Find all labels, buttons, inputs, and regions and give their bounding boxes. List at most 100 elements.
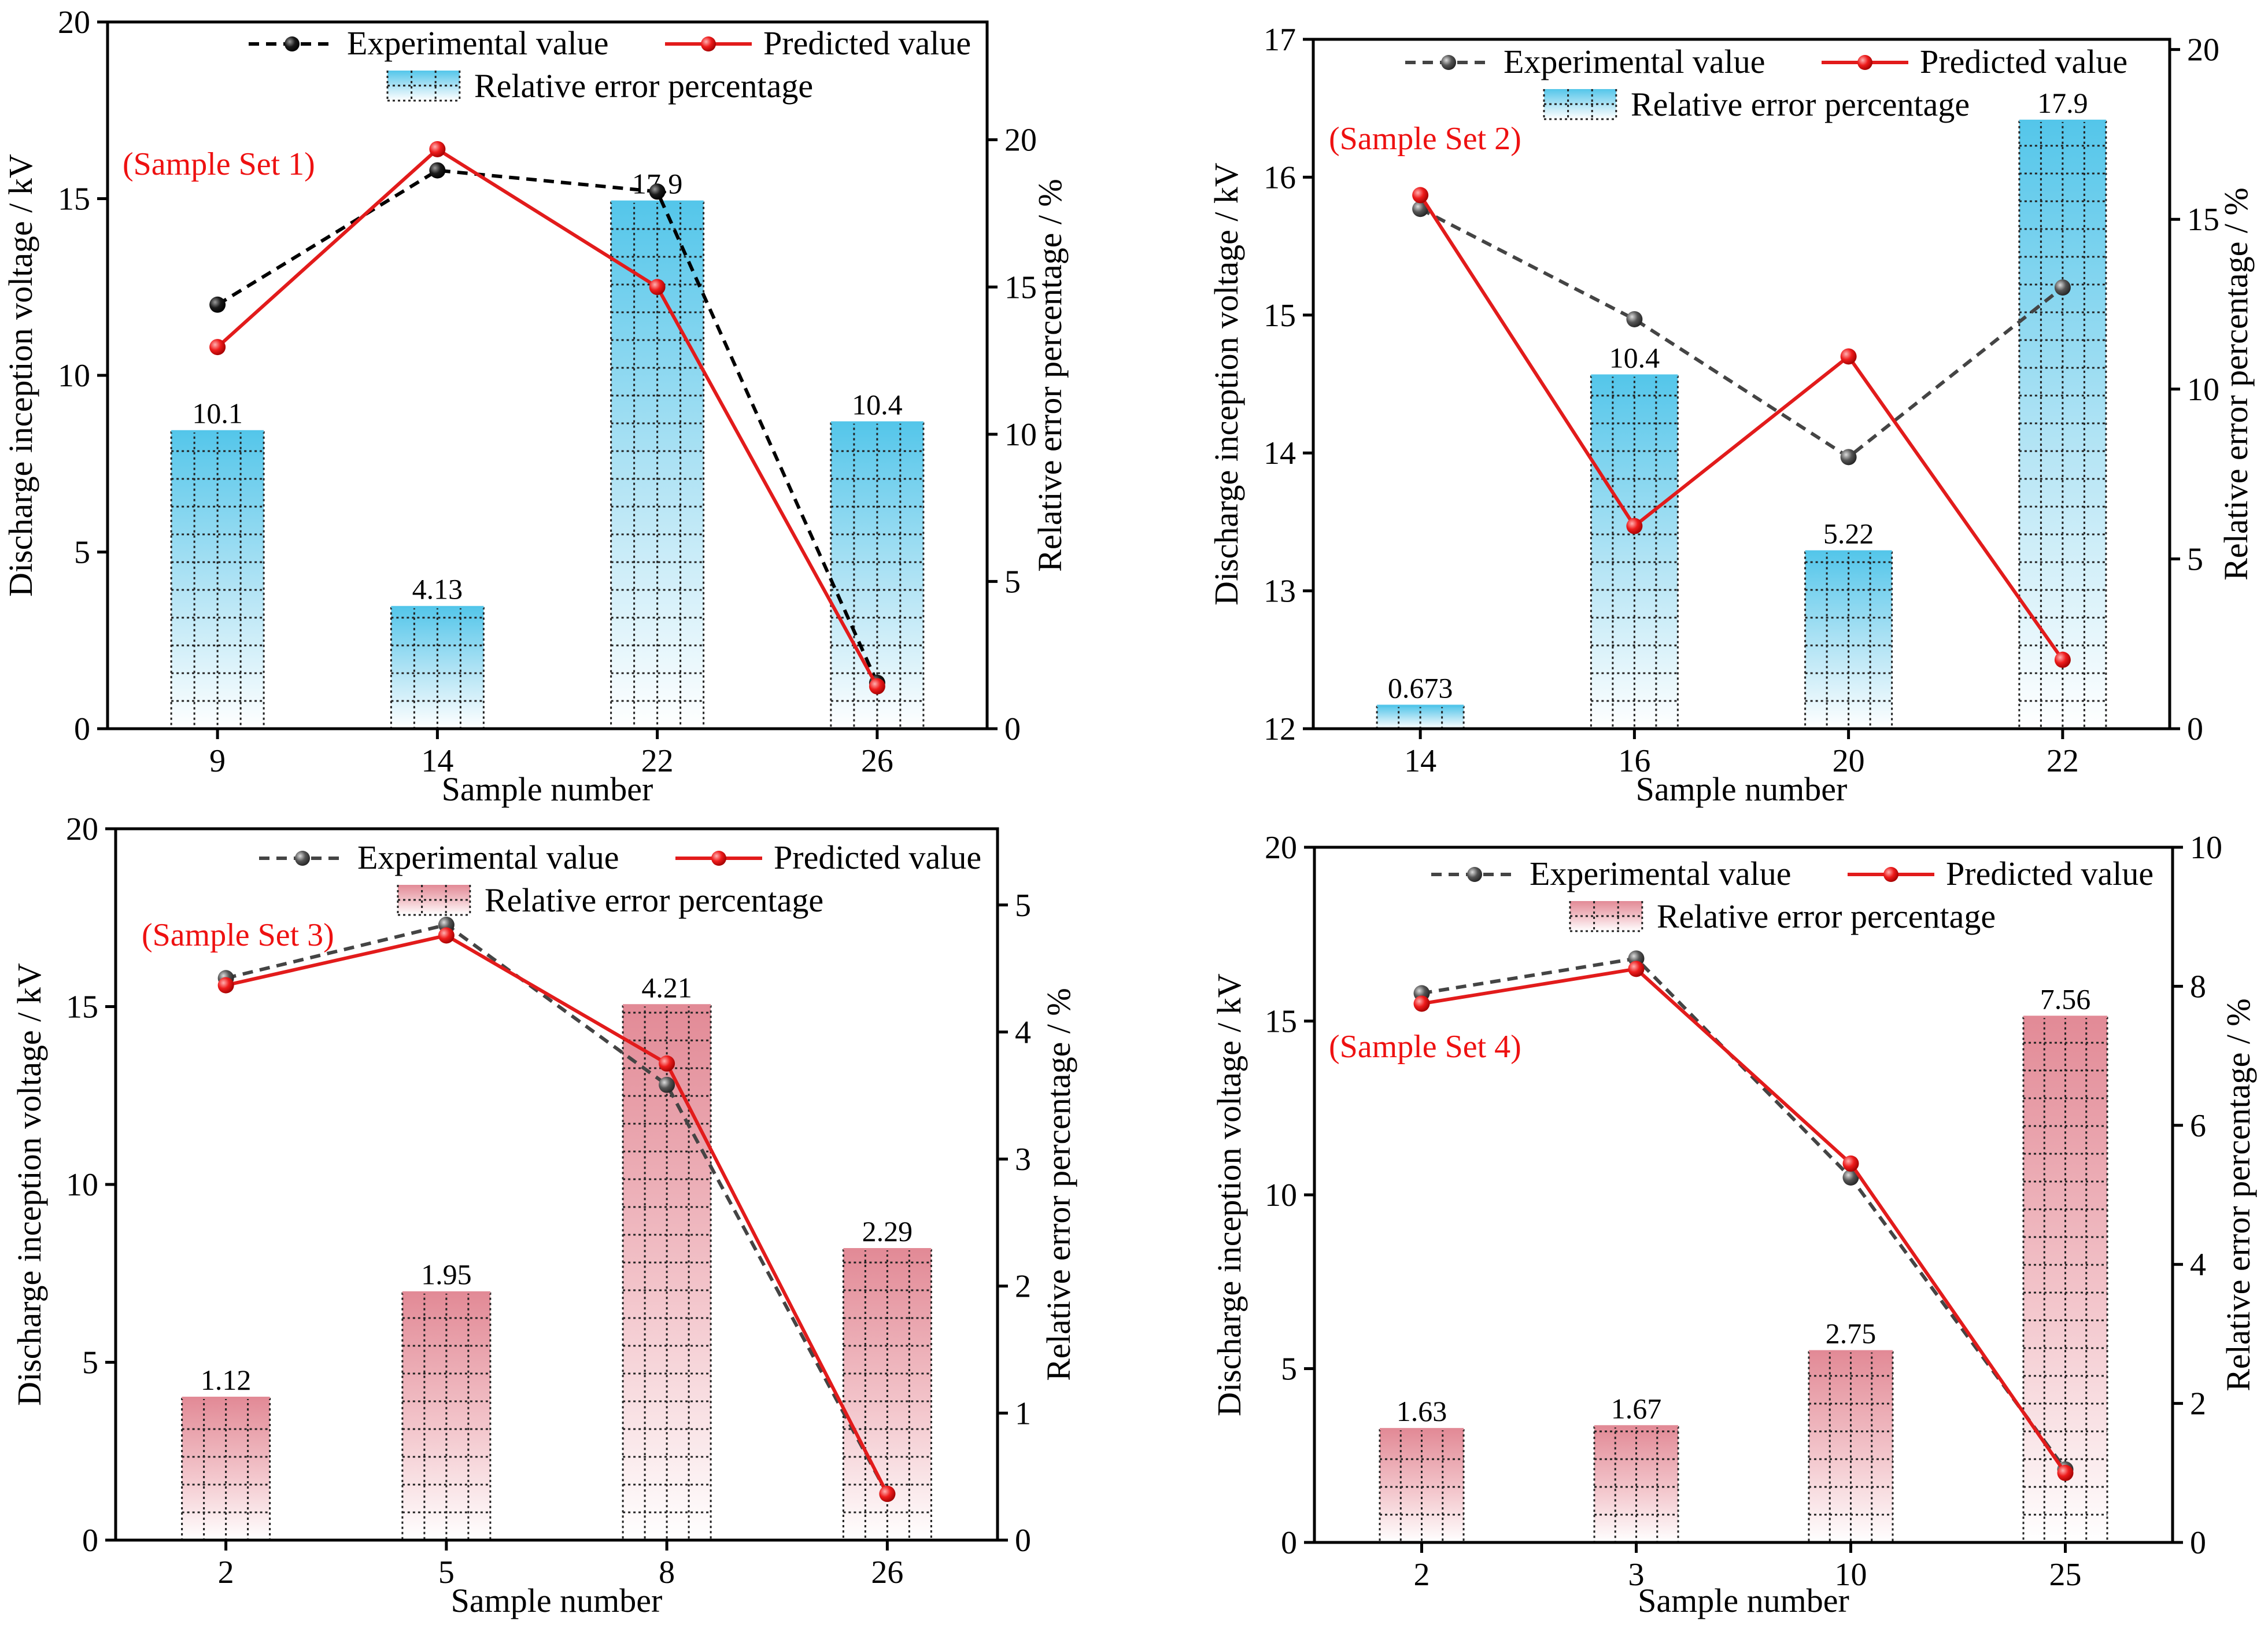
- x-tick-label: 2: [218, 1555, 234, 1590]
- legend-experimental-label: Experimental value: [347, 24, 609, 62]
- y2-axis-title: Relative error percentage / %: [2219, 998, 2257, 1391]
- x-tick-label: 5: [438, 1555, 455, 1590]
- legend-error-swatch: [1569, 901, 1643, 932]
- y2-tick-label: 5: [1004, 564, 1021, 600]
- sample-set-label: (Sample Set 3): [142, 917, 334, 953]
- y-tick-label: 20: [1265, 830, 1297, 866]
- legend-experimental-marker: [285, 36, 300, 51]
- y2-tick-label: 6: [2190, 1108, 2206, 1144]
- bar-value-label: 7.56: [2040, 983, 2091, 1015]
- x-tick-label: 2: [1414, 1557, 1430, 1593]
- legend-predicted-label: Predicted value: [774, 839, 981, 876]
- y2-axis-title: Relative error percentage / %: [1040, 988, 1077, 1381]
- legend-error-label: Relative error percentage: [485, 881, 823, 919]
- predicted-point: [1412, 187, 1429, 204]
- error-bar: [181, 1397, 271, 1540]
- legend: Experimental value Predicted value Relativ…: [1405, 43, 2127, 123]
- x-tick-label: 16: [1618, 743, 1650, 779]
- experimental-line: [1419, 207, 2064, 460]
- bar-value-label: 4.21: [641, 971, 692, 1003]
- legend-predicted-marker: [1883, 867, 1898, 882]
- bar-value-label: 1.95: [421, 1258, 472, 1291]
- predicted-point: [659, 1055, 675, 1072]
- experimental-point: [2054, 279, 2071, 296]
- sample-set-label: (Sample Set 1): [123, 146, 315, 182]
- error-bar: [622, 1004, 712, 1540]
- legend-experimental-label: Experimental value: [357, 839, 619, 876]
- panel-sample-set-2: 0.673 10.4 5.22 17.9 12 13 14 15 16 17 0 5 10 15 20 14 1…: [1207, 22, 2255, 808]
- bar-value-label: 0.673: [1388, 671, 1453, 704]
- y2-tick-label: 20: [1004, 123, 1037, 158]
- legend-predicted-label: Predicted value: [1946, 855, 2154, 892]
- y-tick-label: 12: [1264, 711, 1296, 747]
- x-tick-label: 8: [659, 1555, 675, 1590]
- plot-frame: [1312, 38, 2171, 730]
- legend-experimental-marker: [1467, 867, 1482, 882]
- predicted-point: [1626, 518, 1643, 534]
- y-tick-label: 15: [66, 990, 98, 1025]
- predicted-line: [1421, 967, 2067, 1474]
- y2-tick-label: 4: [2190, 1247, 2206, 1283]
- experimental-point: [1412, 201, 1429, 217]
- x-tick-label: 20: [1833, 743, 1865, 779]
- x-tick-label: 3: [1628, 1557, 1645, 1593]
- y-axis-title: Discharge inception voltage / kV: [1210, 973, 1248, 1416]
- y-tick-label: 20: [66, 811, 98, 847]
- panel-sample-set-4: 1.63 1.67 2.75 7.56 0 5 10 15 20 0 2 4 6 8 10 2 3 10 25 Sam…: [1210, 830, 2257, 1619]
- legend-experimental-label: Experimental value: [1504, 43, 1765, 80]
- predicted-point: [2054, 651, 2071, 668]
- predicted-point: [217, 977, 234, 994]
- y2-tick-label: 0: [2187, 711, 2203, 747]
- legend-error-label: Relative error percentage: [474, 67, 813, 105]
- y2-tick-label: 10: [1004, 417, 1037, 453]
- y2-tick-label: 10: [2190, 830, 2222, 866]
- y-tick-label: 14: [1264, 435, 1296, 471]
- x-axis-title: Sample number: [451, 1582, 663, 1619]
- error-bar: [390, 606, 485, 729]
- bar-value-label: 2.75: [1826, 1317, 1877, 1349]
- legend: Experimental value Predicted value Relativ…: [249, 24, 971, 105]
- y2-tick-label: 0: [1004, 711, 1021, 747]
- y2-tick-label: 4: [1015, 1014, 1031, 1050]
- x-axis-title: Sample number: [1636, 770, 1848, 808]
- y-axis-title: Discharge inception voltage / kV: [1207, 163, 1245, 606]
- y-tick-label: 10: [66, 1167, 98, 1203]
- y2-tick-label: 15: [2187, 202, 2219, 238]
- error-bar: [170, 430, 265, 729]
- predicted-point: [879, 1486, 896, 1503]
- error-bar: [2022, 1016, 2108, 1542]
- x-axis-title: Sample number: [442, 770, 653, 808]
- legend-error-label: Relative error percentage: [1657, 898, 1996, 935]
- experimental-point: [1842, 1169, 1859, 1186]
- x-tick-label: 22: [2047, 743, 2079, 779]
- error-bar: [401, 1291, 492, 1540]
- predicted-point: [1628, 961, 1645, 977]
- x-tick-label: 25: [2049, 1557, 2082, 1593]
- x-tick-label: 14: [421, 743, 453, 779]
- x-tick-label: 26: [871, 1555, 903, 1590]
- predicted-point: [429, 141, 446, 157]
- experimental-point: [659, 1076, 675, 1093]
- bar-value-label: 1.63: [1397, 1395, 1447, 1427]
- y-tick-label: 5: [74, 535, 90, 571]
- y-tick-label: 16: [1264, 160, 1296, 195]
- error-bar: [1804, 550, 1893, 729]
- predicted-line: [216, 147, 879, 688]
- predicted-point: [209, 339, 226, 356]
- y2-tick-label: 2: [2190, 1386, 2206, 1422]
- x-tick-label: 9: [209, 743, 226, 779]
- legend-error-swatch: [397, 885, 471, 916]
- y-tick-label: 17: [1264, 22, 1296, 58]
- x-axis-title: Sample number: [1638, 1582, 1849, 1619]
- y-tick-label: 0: [1281, 1525, 1297, 1561]
- experimental-line: [216, 168, 879, 684]
- y-tick-label: 15: [1265, 1004, 1297, 1040]
- bar-value-label: 10.4: [852, 388, 903, 420]
- y-tick-label: 15: [58, 182, 90, 217]
- predicted-point: [1840, 348, 1857, 365]
- y-tick-label: 0: [82, 1523, 98, 1559]
- bar-value-label: 1.67: [1611, 1392, 1662, 1424]
- predicted-line: [225, 933, 889, 1495]
- experimental-point: [209, 296, 226, 313]
